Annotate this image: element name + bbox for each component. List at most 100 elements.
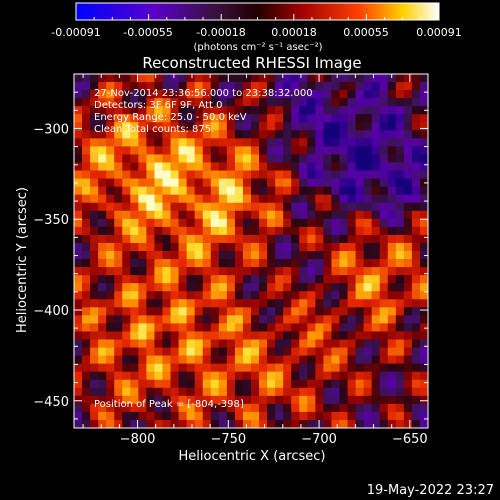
- image-pixel: [267, 106, 276, 115]
- image-pixel: [234, 403, 244, 413]
- image-pixel: [291, 194, 300, 204]
- image-pixel: [363, 74, 372, 83]
- image-pixel: [226, 210, 236, 220]
- image-pixel: [395, 162, 405, 171]
- image-pixel: [178, 283, 187, 292]
- image-pixel: [138, 299, 147, 308]
- image-pixel: [162, 98, 171, 107]
- image-pixel: [90, 283, 99, 292]
- image-pixel: [291, 146, 300, 155]
- image-pixel: [82, 411, 91, 421]
- image-pixel: [283, 411, 292, 421]
- image-pixel: [411, 371, 421, 381]
- image-pixel: [259, 267, 268, 276]
- image-pixel: [138, 154, 147, 163]
- image-pixel: [331, 82, 340, 91]
- image-pixel: [307, 234, 316, 244]
- image-pixel: [210, 347, 220, 356]
- image-pixel: [307, 106, 316, 115]
- image-pixel: [323, 411, 332, 421]
- image-pixel: [194, 242, 204, 252]
- image-pixel: [331, 74, 340, 83]
- image-pixel: [283, 387, 292, 397]
- image-pixel: [234, 347, 244, 356]
- image-pixel: [371, 403, 381, 413]
- image-pixel: [98, 154, 107, 163]
- image-pixel: [283, 307, 292, 316]
- image-pixel: [186, 146, 195, 155]
- annotations: 27-Nov-2014 23:36:56.000 to 23:38:32.000…: [94, 88, 313, 410]
- image-pixel: [251, 387, 260, 397]
- image-pixel: [210, 138, 220, 147]
- image-pixel: [210, 242, 220, 252]
- image-pixel: [419, 419, 428, 428]
- image-pixel: [218, 283, 228, 292]
- image-pixel: [275, 130, 284, 139]
- image-pixel: [307, 178, 316, 187]
- image-pixel: [339, 202, 348, 212]
- image-pixel: [146, 226, 155, 236]
- image-pixel: [307, 291, 316, 300]
- image-pixel: [315, 138, 324, 147]
- image-pixel: [82, 202, 91, 212]
- image-pixel: [146, 138, 155, 147]
- image-pixel: [138, 395, 147, 405]
- image-pixel: [154, 202, 163, 212]
- image-pixel: [283, 379, 292, 389]
- image-pixel: [98, 387, 107, 397]
- image-pixel: [411, 202, 421, 212]
- image-pixel: [154, 363, 163, 372]
- image-pixel: [331, 299, 340, 308]
- image-pixel: [403, 323, 413, 332]
- image-pixel: [170, 307, 179, 316]
- image-pixel: [146, 379, 155, 389]
- image-pixel: [259, 355, 268, 364]
- image-pixel: [331, 242, 340, 252]
- image-pixel: [283, 331, 292, 340]
- image-pixel: [251, 74, 260, 83]
- image-pixel: [130, 315, 139, 324]
- image-pixel: [411, 355, 421, 364]
- image-pixel: [130, 242, 139, 252]
- image-pixel: [202, 146, 212, 155]
- image-pixel: [74, 226, 83, 236]
- image-pixel: [299, 307, 308, 316]
- image-pixel: [315, 291, 324, 300]
- image-pixel: [419, 259, 428, 268]
- image-pixel: [138, 202, 147, 212]
- image-pixel: [194, 395, 204, 405]
- image-pixel: [379, 347, 389, 356]
- image-pixel: [114, 122, 123, 131]
- image-pixel: [419, 130, 428, 139]
- image-pixel: [251, 339, 260, 348]
- image-pixel: [146, 242, 155, 252]
- image-pixel: [226, 90, 236, 99]
- image-pixel: [74, 315, 83, 324]
- image-pixel: [210, 283, 220, 292]
- image-pixel: [363, 130, 372, 139]
- image-pixel: [234, 74, 244, 83]
- image-pixel: [154, 283, 163, 292]
- image-pixel: [106, 371, 115, 381]
- image-pixel: [218, 363, 228, 372]
- image-pixel: [74, 234, 83, 244]
- image-pixel: [275, 114, 284, 123]
- image-pixel: [90, 411, 99, 421]
- image-pixel: [395, 419, 405, 428]
- image-pixel: [419, 106, 428, 115]
- image-pixel: [331, 251, 340, 260]
- image-pixel: [146, 259, 155, 268]
- image-pixel: [178, 74, 187, 83]
- image-pixel: [379, 162, 389, 171]
- image-pixel: [98, 395, 107, 405]
- image-pixel: [154, 299, 163, 308]
- image-pixel: [234, 315, 244, 324]
- image-pixel: [275, 395, 284, 405]
- image-pixel: [259, 186, 268, 195]
- image-pixel: [98, 74, 107, 83]
- x-tick-label: −700: [301, 432, 337, 447]
- image-pixel: [122, 347, 131, 356]
- image-pixel: [210, 122, 220, 131]
- image-pixel: [186, 234, 195, 244]
- image-pixel: [299, 387, 308, 397]
